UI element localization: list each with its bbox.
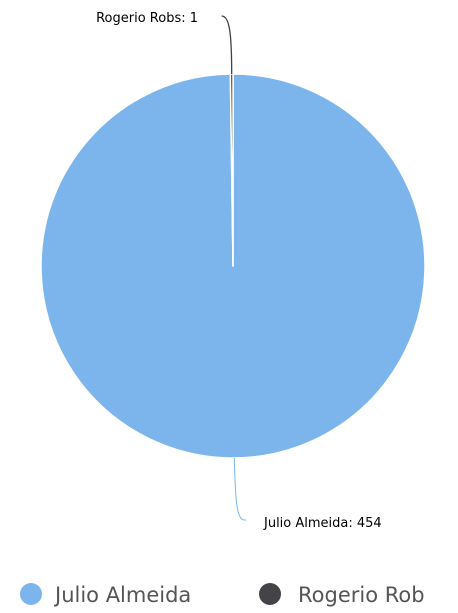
legend-label-rogerio-rob: Rogerio Rob <box>298 583 425 607</box>
data-label-connector-julio <box>233 457 246 521</box>
legend-swatch-rogerio-rob <box>259 583 281 605</box>
legend-item-julio-almeida[interactable]: Julio Almeida <box>20 583 191 607</box>
legend-swatch-julio-almeida <box>20 583 42 605</box>
legend: Julio Almeida Rogerio Rob <box>20 583 425 607</box>
data-label-connector-rogerio <box>221 15 233 75</box>
pie-slices <box>40 73 426 459</box>
data-label-julio-almeida: Julio Almeida: 454 <box>263 516 382 531</box>
legend-item-rogerio-rob[interactable]: Rogerio Rob <box>259 583 425 607</box>
legend-label-julio-almeida: Julio Almeida <box>53 583 191 607</box>
data-label-rogerio-robs: Rogerio Robs: 1 <box>96 11 198 26</box>
